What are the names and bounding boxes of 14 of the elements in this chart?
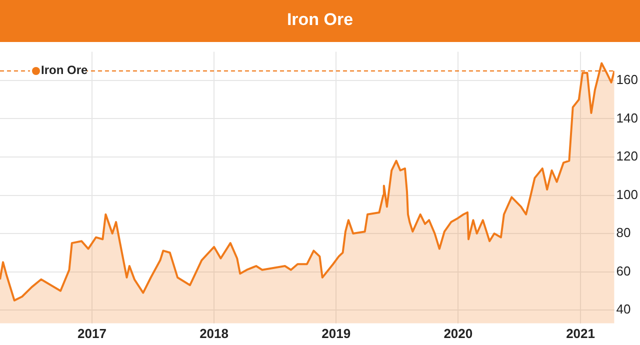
y-tick-label: 120 (616, 148, 638, 164)
chart-title: Iron Ore (0, 0, 640, 42)
y-tick-label: 100 (616, 186, 638, 202)
y-tick-label: 140 (616, 110, 638, 126)
y-tick-label: 80 (616, 225, 631, 240)
x-tick-label: 2019 (322, 326, 351, 341)
ref-line-label: Iron Ore (41, 63, 88, 78)
x-tick-label: 2021 (566, 326, 595, 341)
y-tick-label: 60 (616, 263, 631, 278)
y-tick-label: 40 (616, 302, 631, 317)
x-tick-label: 2018 (200, 326, 228, 341)
x-tick-label: 2017 (78, 326, 106, 341)
y-tick-label: 160 (616, 72, 638, 88)
x-tick-label: 2020 (444, 326, 473, 341)
